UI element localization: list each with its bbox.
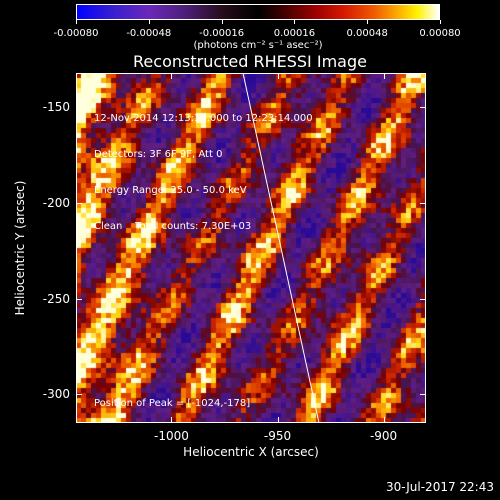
colorbar xyxy=(76,4,440,20)
x-tick-mark xyxy=(171,73,173,79)
solar-limb-line xyxy=(242,73,320,423)
image-title: Reconstructed RHESSI Image xyxy=(133,52,367,71)
generation-date: 30-Jul-2017 22:43 xyxy=(385,480,494,494)
y-tick-mark xyxy=(76,298,82,300)
colorbar-tick-label: -0.00080 xyxy=(53,28,99,39)
rhessi-image-canvas xyxy=(76,73,426,423)
colorbar-tick-label: 0.00016 xyxy=(273,28,316,39)
y-tick-mark xyxy=(76,203,82,205)
y-tick-label: -200 xyxy=(42,196,70,211)
y-tick-label: -250 xyxy=(42,291,70,306)
colorbar-tick-label: 0.00080 xyxy=(419,28,461,39)
x-tick-label: -900 xyxy=(369,429,398,443)
colorbar-tick-mark xyxy=(148,20,150,24)
y-tick-mark xyxy=(76,394,82,396)
colorbar-tick-label: 0.00048 xyxy=(346,28,388,39)
x-tick-label: -1000 xyxy=(154,429,189,443)
x-tick-label: -950 xyxy=(263,429,292,443)
info-time-range: 12-Nov-2014 12:13:14.000 to 12:23:14.000 xyxy=(94,113,313,124)
x-tick-mark xyxy=(277,73,279,79)
y-axis-label: Heliocentric Y (arcsec) xyxy=(13,180,27,316)
colorbar-tick-mark xyxy=(294,20,296,24)
y-tick-mark xyxy=(420,107,426,109)
colorbar-tick-mark xyxy=(440,20,441,24)
info-detectors: Detectors: 3F 6F 9F, Att 0 xyxy=(94,149,223,160)
y-tick-label: -300 xyxy=(42,387,70,402)
x-tick-mark xyxy=(383,73,385,79)
x-tick-mark xyxy=(171,417,173,423)
solar-limb-overlay xyxy=(242,73,320,423)
colorbar-tick-mark xyxy=(221,20,223,24)
x-tick-mark xyxy=(277,417,279,423)
y-tick-mark xyxy=(420,298,426,300)
colorbar-tick-mark xyxy=(367,20,369,24)
info-block: 12-Nov-2014 12:13:14.000 to 12:23:14.000… xyxy=(94,89,313,257)
y-tick-label: -150 xyxy=(42,100,70,115)
rhessi-image: 12-Nov-2014 12:13:14.000 to 12:23:14.000… xyxy=(76,73,426,423)
colorbar-tick-mark xyxy=(76,20,77,24)
y-tick-mark xyxy=(420,203,426,205)
y-tick-mark xyxy=(76,107,82,109)
info-total-counts: Clean Total counts: 7.30E+03 xyxy=(94,221,252,232)
info-energy-range: Energy Range: 25.0 - 50.0 keV xyxy=(94,185,247,196)
peak-position-text: Position of Peak = [-1024,-178] xyxy=(94,398,251,409)
x-axis-label: Heliocentric X (arcsec) xyxy=(183,445,319,459)
x-tick-mark xyxy=(383,417,385,423)
colorbar-units-label: (photons cm⁻² s⁻¹ asec⁻²) xyxy=(193,40,323,51)
colorbar-tick-label: -0.00016 xyxy=(199,28,245,39)
y-tick-mark xyxy=(420,394,426,396)
colorbar-tick-label: -0.00048 xyxy=(126,28,172,39)
